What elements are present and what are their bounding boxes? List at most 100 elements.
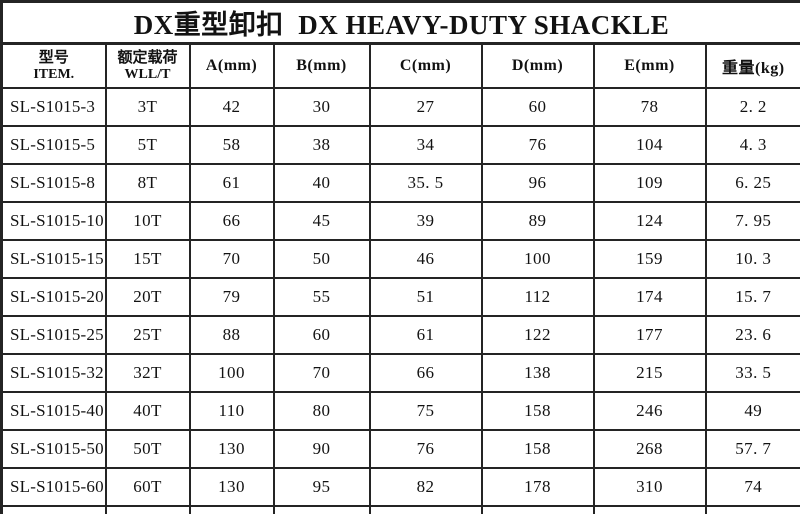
value-cell: 138 — [480, 353, 595, 393]
value-cell: 246 — [592, 391, 707, 431]
value-cell: 104 — [592, 125, 707, 165]
table-row: SL-S1015-8 8T 61 40 35. 5 96 109 6. 25 — [0, 163, 800, 203]
value-cell: 57. 7 — [704, 429, 800, 469]
value-cell: 8T — [104, 163, 191, 203]
value-cell: 23. 6 — [704, 315, 800, 355]
table-row: SL-S1015-40 40T 110 80 75 158 246 49 — [0, 391, 800, 431]
value-cell: 70 — [272, 353, 371, 393]
value-cell: 33. 5 — [704, 353, 800, 393]
item-cell: SL-S1015-80 — [0, 505, 107, 514]
item-cell: SL-S1015-50 — [0, 429, 107, 469]
value-cell: 27 — [368, 87, 483, 127]
value-cell: 45 — [272, 201, 371, 241]
value-cell: 158 — [480, 429, 595, 469]
item-cell: SL-S1015-10 — [0, 201, 107, 241]
value-cell: 95 — [272, 467, 371, 507]
value-cell: 100 — [480, 239, 595, 279]
value-cell: 310 — [592, 467, 707, 507]
table-row: SL-S1015-3 3T 42 30 27 60 78 2. 2 — [0, 87, 800, 127]
value-cell: 32T — [104, 353, 191, 393]
value-cell: 124 — [592, 201, 707, 241]
value-cell: 112 — [480, 277, 595, 317]
value-cell: 42 — [188, 87, 275, 127]
value-cell: 82. 2 — [704, 505, 800, 514]
table-row: SL-S1015-50 50T 130 90 76 158 268 57. 7 — [0, 429, 800, 469]
value-cell: 40T — [104, 391, 191, 431]
item-cell: SL-S1015-8 — [0, 163, 107, 203]
table-row: SL-S1015-20 20T 79 55 51 112 174 15. 7 — [0, 277, 800, 317]
value-cell: 10. 3 — [704, 239, 800, 279]
value-cell: 100 — [272, 505, 371, 514]
column-header-e: E(mm) — [592, 42, 707, 89]
value-cell: 76 — [368, 429, 483, 469]
value-cell: 35. 5 — [368, 163, 483, 203]
value-cell: 78 — [592, 87, 707, 127]
value-cell: 74 — [704, 467, 800, 507]
value-cell: 88 — [188, 315, 275, 355]
value-cell: 15T — [104, 239, 191, 279]
value-cell: 3T — [104, 87, 191, 127]
value-cell: 158 — [480, 391, 595, 431]
value-cell: 268 — [592, 429, 707, 469]
column-header-c: C(mm) — [368, 42, 483, 89]
table-body: SL-S1015-3 3T 42 30 27 60 78 2. 2 SL-S1015-5 5T 58… — [0, 87, 800, 514]
value-cell: 61 — [368, 315, 483, 355]
table-row: SL-S1015-8080T1241009417828982. 2 — [0, 505, 800, 514]
value-cell: 7. 95 — [704, 201, 800, 241]
value-cell: 94 — [368, 505, 483, 514]
value-cell: 60 — [272, 315, 371, 355]
value-cell: 6. 25 — [704, 163, 800, 203]
column-header-b: B(mm) — [272, 42, 371, 89]
value-cell: 178 — [480, 467, 595, 507]
value-cell: 178 — [480, 505, 595, 514]
value-cell: 289 — [592, 505, 707, 514]
value-cell: 89 — [480, 201, 595, 241]
value-cell: 10T — [104, 201, 191, 241]
value-cell: 49 — [704, 391, 800, 431]
value-cell: 50 — [272, 239, 371, 279]
value-cell: 130 — [188, 467, 275, 507]
value-cell: 66 — [188, 201, 275, 241]
value-cell: 79 — [188, 277, 275, 317]
column-header-wll-cn: 额定载荷 — [117, 50, 178, 66]
value-cell: 5T — [104, 125, 191, 165]
value-cell: 177 — [592, 315, 707, 355]
value-cell: 46 — [368, 239, 483, 279]
value-cell: 80T — [104, 505, 191, 514]
column-header-item-cn: 型号 — [38, 50, 69, 66]
item-cell: SL-S1015-3 — [0, 87, 107, 127]
item-cell: SL-S1015-15 — [0, 239, 107, 279]
column-header-item: 型号 ITEM. — [0, 42, 107, 89]
value-cell: 60 — [480, 87, 595, 127]
column-header-a: A(mm) — [188, 42, 275, 89]
value-cell: 75 — [368, 391, 483, 431]
value-cell: 30 — [272, 87, 371, 127]
value-cell: 174 — [592, 277, 707, 317]
item-cell: SL-S1015-25 — [0, 315, 107, 355]
column-header-d: D(mm) — [480, 42, 595, 89]
value-cell: 58 — [188, 125, 275, 165]
value-cell: 40 — [272, 163, 371, 203]
item-cell: SL-S1015-5 — [0, 125, 107, 165]
value-cell: 66 — [368, 353, 483, 393]
value-cell: 109 — [592, 163, 707, 203]
value-cell: 25T — [104, 315, 191, 355]
page-title: DX重型卸扣 DX HEAVY-DUTY SHACKLE — [0, 0, 800, 45]
table-header-row: 型号 ITEM. 额定载荷 WLL/T A(mm) B(mm) C(mm) D( — [0, 42, 800, 89]
value-cell: 60T — [104, 467, 191, 507]
column-header-item-en: ITEM. — [33, 67, 75, 82]
item-cell: SL-S1015-32 — [0, 353, 107, 393]
item-cell: SL-S1015-20 — [0, 277, 107, 317]
value-cell: 82 — [368, 467, 483, 507]
value-cell: 159 — [592, 239, 707, 279]
value-cell: 96 — [480, 163, 595, 203]
table-title-row: DX重型卸扣 DX HEAVY-DUTY SHACKLE — [0, 0, 800, 45]
value-cell: 80 — [272, 391, 371, 431]
table-row: SL-S1015-25 25T 88 60 61 122 177 23. 6 — [0, 315, 800, 355]
value-cell: 100 — [188, 353, 275, 393]
table-row: SL-S1015-32 32T 100 70 66 138 215 33. 5 — [0, 353, 800, 393]
value-cell: 39 — [368, 201, 483, 241]
table-row: SL-S1015-15 15T 70 50 46 100 159 10. 3 — [0, 239, 800, 279]
